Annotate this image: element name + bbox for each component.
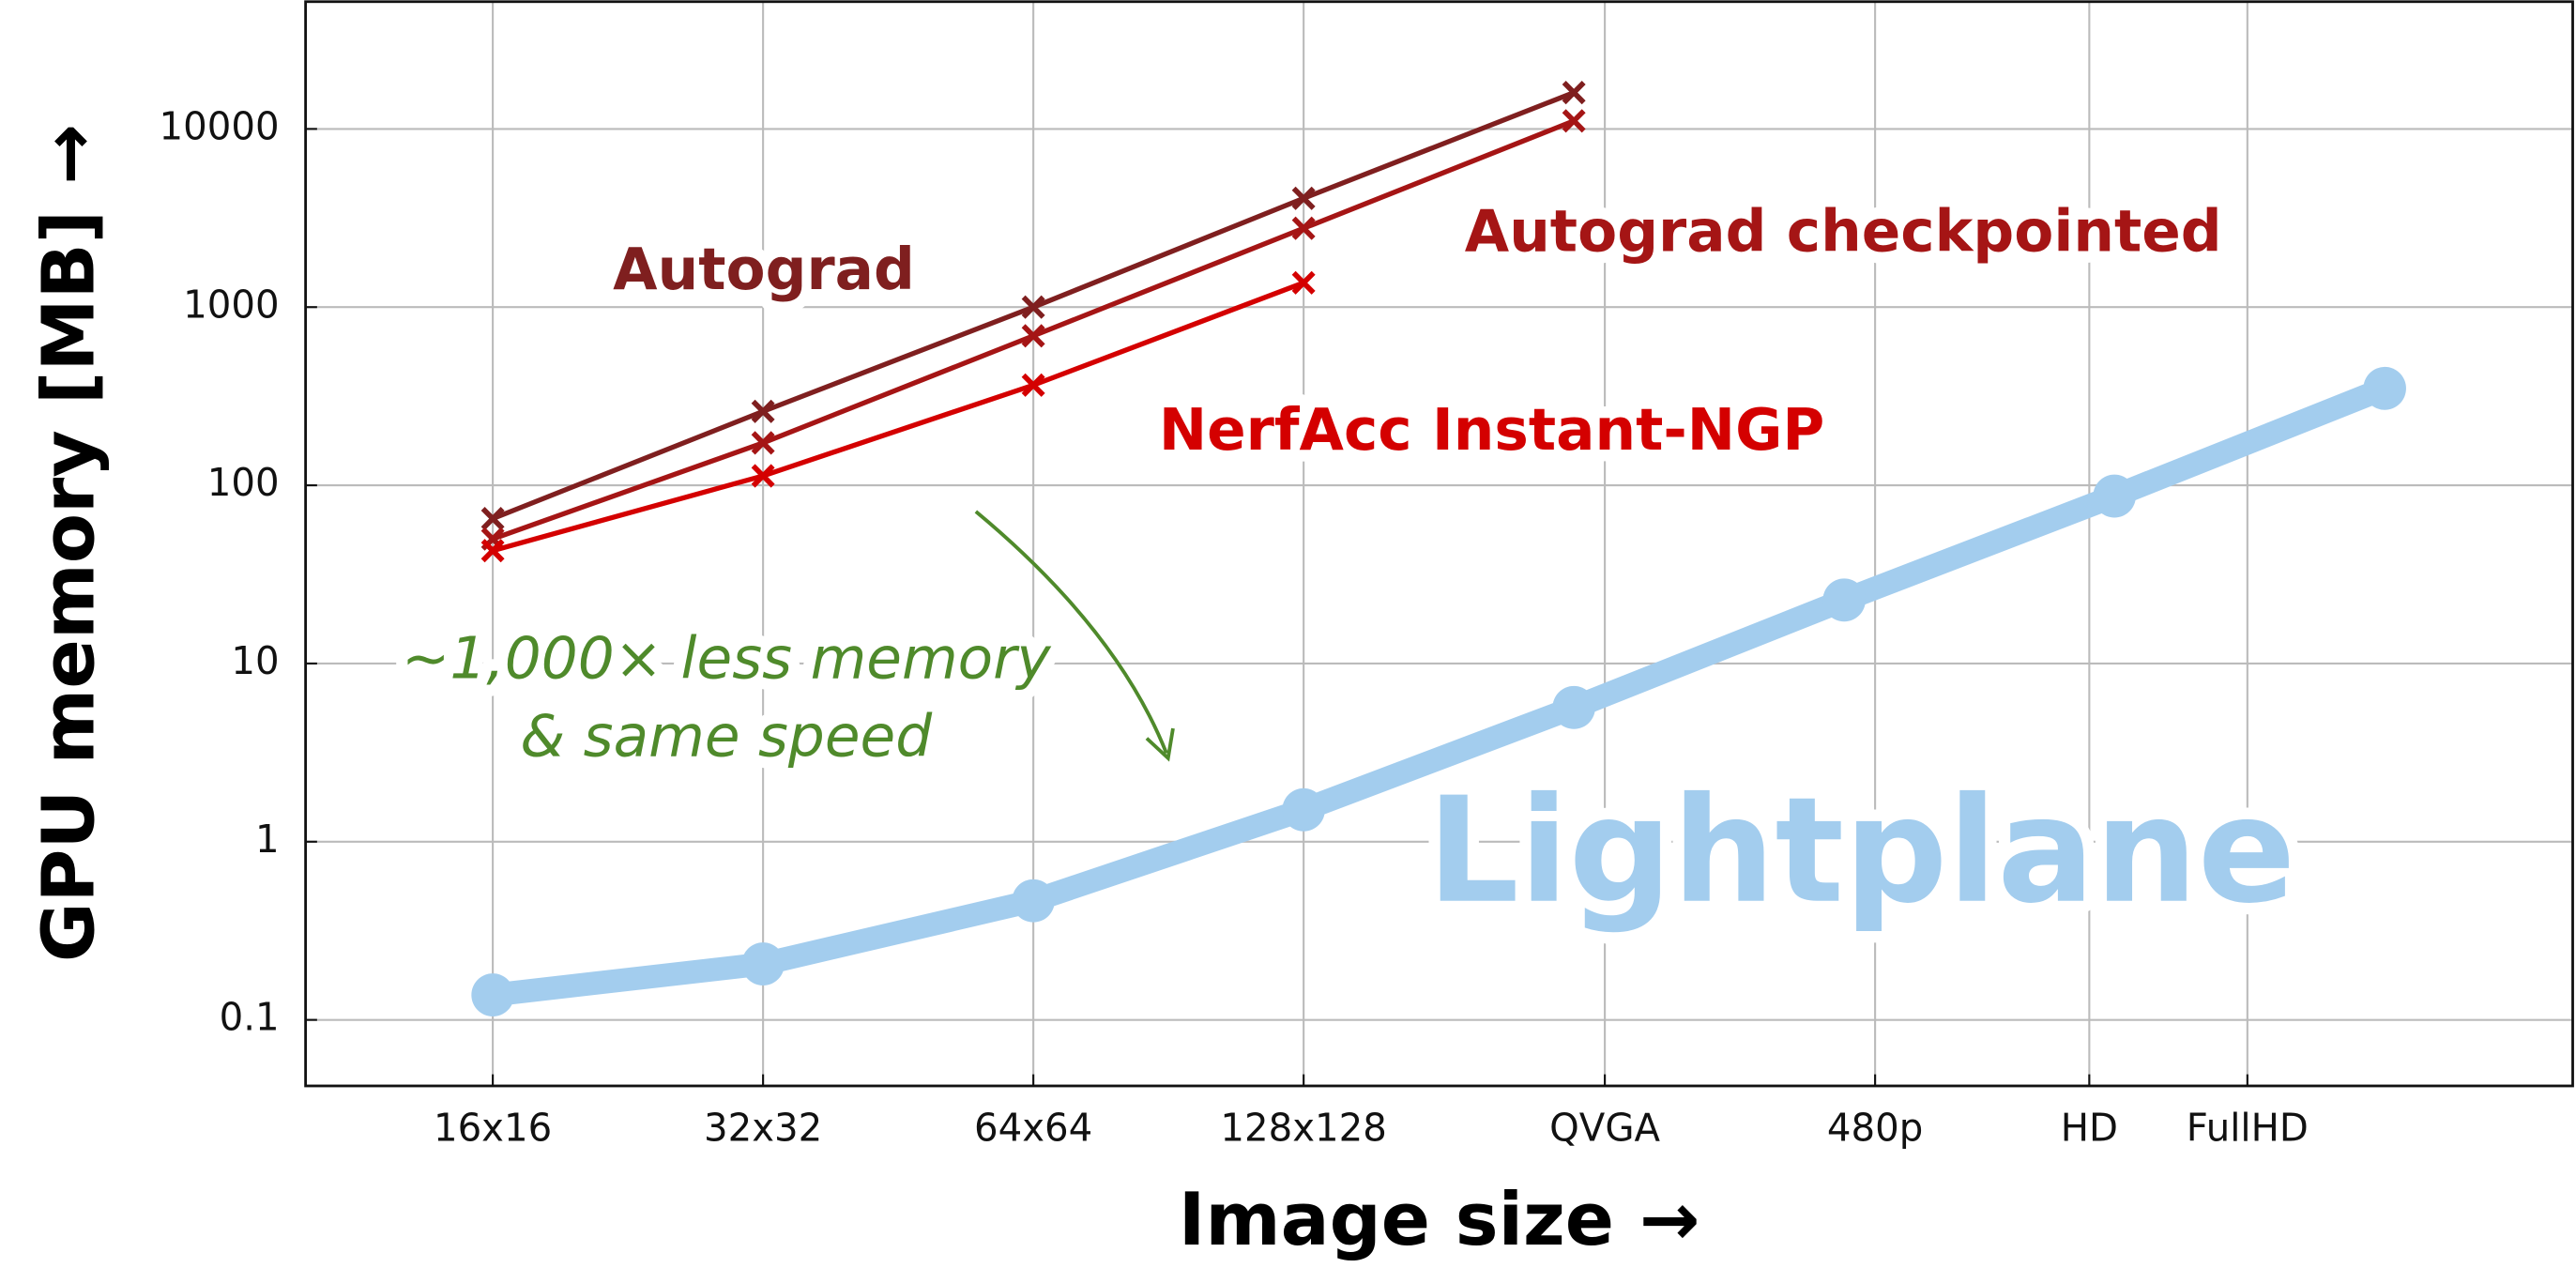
marker [1021, 295, 1045, 319]
marker [741, 942, 785, 985]
marker [1021, 373, 1045, 397]
grid [305, 1, 2573, 1086]
x-tick-label: FullHD [2187, 1106, 2309, 1151]
x-axis-label: Image size → [1179, 1178, 1700, 1262]
marker [751, 431, 775, 455]
x-tick-label: 64x64 [974, 1106, 1092, 1151]
marker [751, 464, 775, 488]
annotation: & same speed [520, 702, 933, 770]
marker [1021, 324, 1045, 348]
y-tick-label: 1000 [183, 282, 279, 327]
marker [1552, 685, 1595, 729]
marker [1012, 878, 1055, 923]
marker [480, 539, 505, 563]
marker [1822, 578, 1866, 622]
marker [1562, 109, 1586, 133]
y-tick-label: 0.1 [220, 995, 280, 1040]
arrow [974, 510, 1168, 755]
series-label: Lightplane [1427, 766, 2296, 936]
series-label: Autograd checkpointed [1465, 197, 2222, 265]
x-tick-label: 16x16 [434, 1106, 552, 1151]
plot-frame [304, 0, 2574, 1088]
x-tick-label: 480p [1827, 1106, 1923, 1151]
marker [480, 507, 505, 531]
series-line [491, 377, 2389, 1007]
y-tick-label: 10000 [160, 103, 280, 148]
marker [1282, 787, 1325, 832]
arrow-head [1145, 727, 1175, 762]
marker [2363, 366, 2406, 410]
y-tick-label: 10 [231, 638, 279, 683]
marker [1562, 81, 1586, 105]
y-axis-label: GPU memory [MB] → [27, 124, 112, 962]
marker [751, 399, 775, 423]
marker [471, 973, 514, 1017]
marker [1291, 186, 1316, 210]
marker [1291, 216, 1316, 240]
x-tick-label: 32x32 [704, 1106, 822, 1151]
x-tick-label: HD [2061, 1106, 2118, 1151]
y-tick-label: 100 [207, 460, 280, 505]
marker [1291, 270, 1316, 295]
marker [2093, 474, 2136, 518]
y-tick-label: 1 [255, 817, 280, 862]
series-label: Autograd [613, 236, 915, 303]
x-tick-label: 128x128 [1220, 1106, 1387, 1151]
annotation: ∼1,000× less memory [402, 624, 1052, 692]
x-tick-label: QVGA [1549, 1106, 1660, 1151]
series-line [492, 280, 1305, 554]
series-label: NerfAcc Instant-NGP [1159, 396, 1824, 464]
